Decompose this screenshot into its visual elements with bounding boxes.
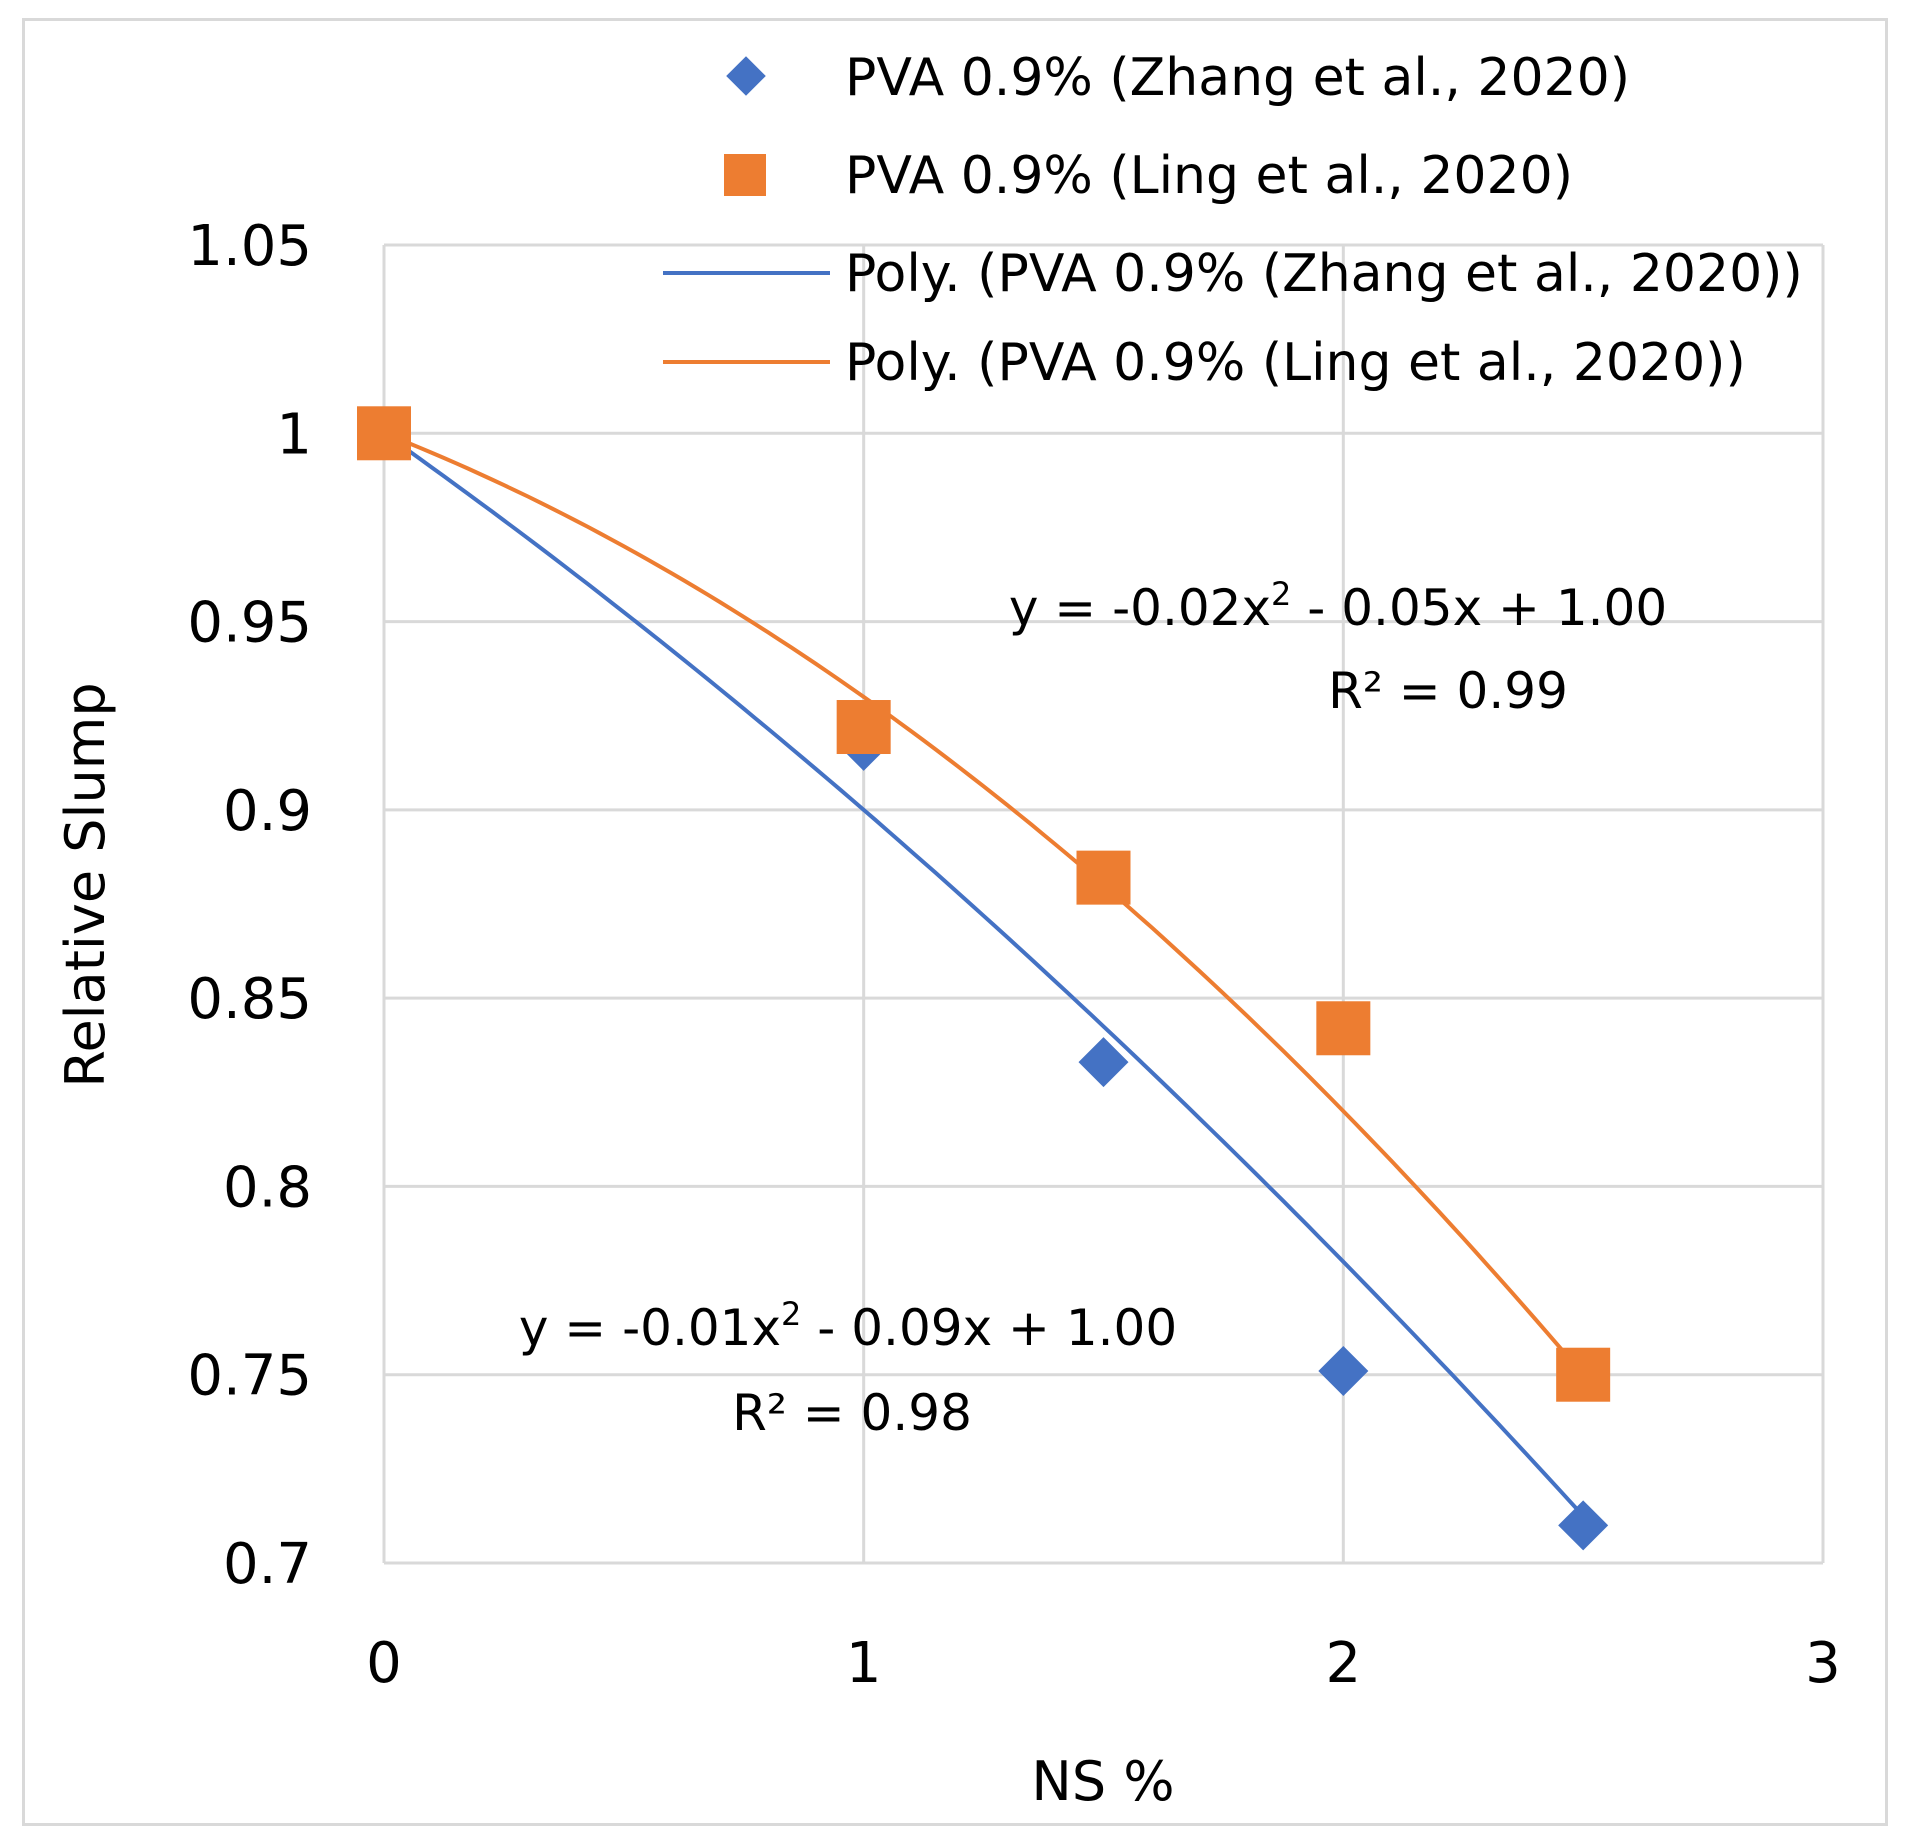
data-markers xyxy=(357,406,1611,1551)
chart-frame xyxy=(22,18,1888,1826)
point-ling-3 xyxy=(1316,1001,1371,1056)
trendlines xyxy=(382,431,1585,1518)
x-tick-labels: 0 1 2 3 xyxy=(366,1631,1841,1696)
point-ling-4 xyxy=(1556,1347,1611,1402)
point-ling-1 xyxy=(836,700,891,755)
y-tick-label-2: 0.8 xyxy=(223,1155,312,1220)
trendline-0 xyxy=(382,431,1585,1518)
legend-label-ling: PVA 0.9% (Ling et al., 2020) xyxy=(845,146,1573,206)
point-zhang-2 xyxy=(1078,1037,1129,1088)
x-tick-label-3: 3 xyxy=(1805,1631,1841,1696)
y-tick-label-0: 0.7 xyxy=(223,1532,312,1597)
y-axis-title: Relative Slump xyxy=(54,682,117,1087)
y-tick-label-4: 0.9 xyxy=(223,779,312,844)
trend-equation-zhang: y = -0.01x2 - 0.09x + 1.00 xyxy=(519,1295,1177,1357)
point-ling-0 xyxy=(357,406,411,461)
legend-label-zhang-trend: Poly. (PVA 0.9% (Zhang et al., 2020)) xyxy=(845,244,1803,304)
point-zhang-4 xyxy=(1558,1500,1609,1551)
point-ling-2 xyxy=(1076,850,1131,905)
grid-lines xyxy=(382,243,1825,1565)
y-tick-label-1: 0.75 xyxy=(187,1344,312,1409)
trendline-1 xyxy=(383,431,1585,1376)
trend-r2-ling: R² = 0.99 xyxy=(1328,662,1568,720)
trend-equation-ling: y = -0.02x2 - 0.05x + 1.00 xyxy=(1009,575,1667,637)
y-tick-label-7: 1.05 xyxy=(187,214,312,279)
y-tick-label-6: 1 xyxy=(276,402,312,467)
trend-r2-zhang: R² = 0.98 xyxy=(732,1384,972,1442)
y-tick-label-3: 0.85 xyxy=(187,967,312,1032)
y-tick-labels: 0.7 0.75 0.8 0.85 0.9 0.95 1 1.05 xyxy=(187,214,312,1597)
x-tick-label-1: 1 xyxy=(846,1631,882,1696)
y-tick-label-5: 0.95 xyxy=(187,591,312,656)
x-tick-label-0: 0 xyxy=(366,1631,402,1696)
x-tick-label-2: 2 xyxy=(1326,1631,1362,1696)
x-axis-title: NS % xyxy=(1031,1750,1174,1813)
legend-label-zhang: PVA 0.9% (Zhang et al., 2020) xyxy=(845,48,1630,108)
legend-swatch-ling xyxy=(724,154,766,196)
legend: PVA 0.9% (Zhang et al., 2020) PVA 0.9% (… xyxy=(663,48,1803,393)
point-zhang-3 xyxy=(1318,1345,1369,1396)
legend-swatch-zhang xyxy=(726,56,766,96)
legend-label-ling-trend: Poly. (PVA 0.9% (Ling et al., 2020)) xyxy=(845,333,1746,393)
